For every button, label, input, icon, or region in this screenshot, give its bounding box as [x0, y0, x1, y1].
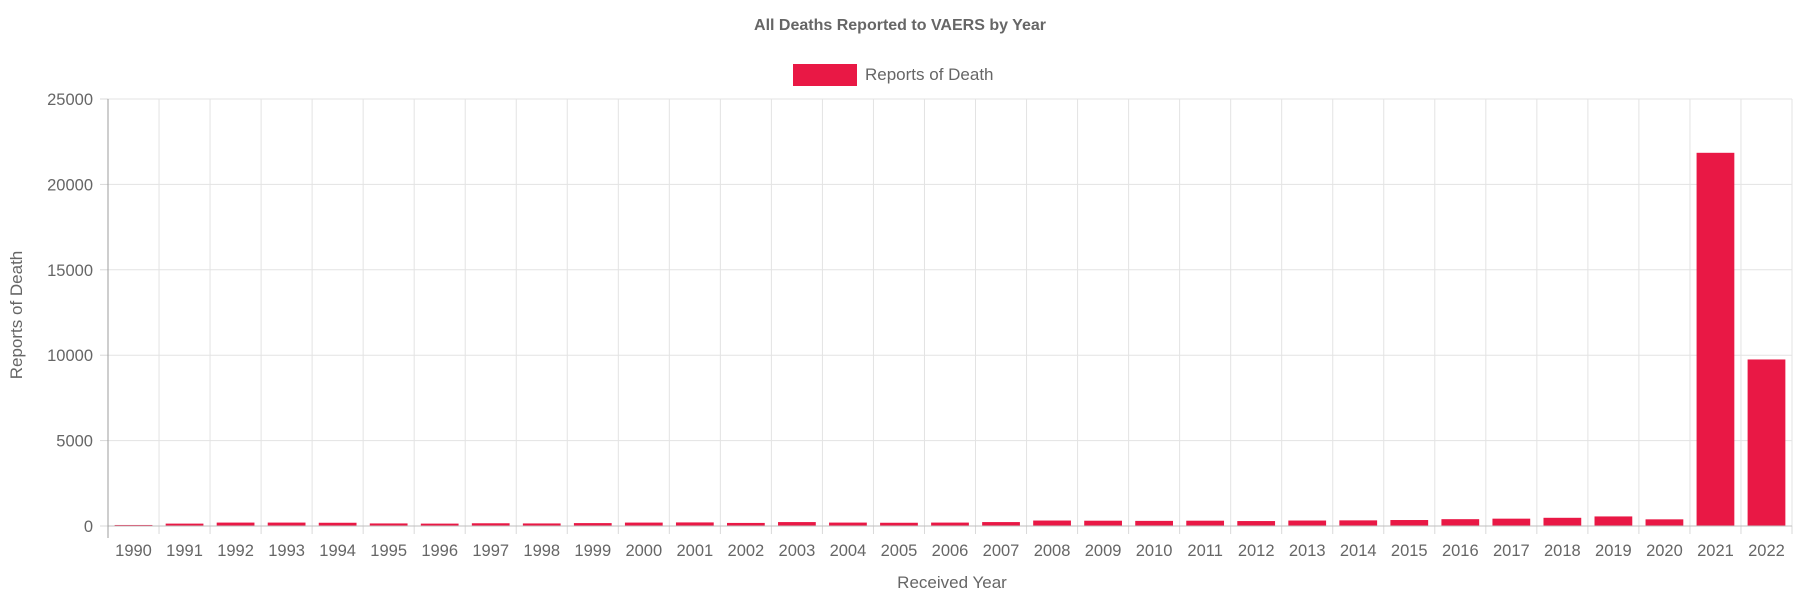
y-tick-label: 5000: [56, 433, 93, 451]
axes: [100, 98, 1793, 538]
x-tick-labels: 1990 1991 1992 1993 1994 1995 1996 1997 1998 1999…: [115, 542, 1785, 560]
x-tick-label-2010: 2010: [1136, 542, 1173, 560]
x-tick-label-2016: 2016: [1442, 542, 1479, 560]
bar-2009[interactable]: [1084, 520, 1122, 526]
bar-2019[interactable]: [1594, 516, 1633, 526]
x-tick-label-1995: 1995: [370, 542, 407, 560]
bar-2021[interactable]: [1696, 152, 1735, 526]
bar-1994[interactable]: [318, 522, 357, 526]
x-tick-label-1996: 1996: [421, 542, 458, 560]
bar-2015[interactable]: [1390, 520, 1429, 526]
chart-title: All Deaths Reported to VAERS by Year: [754, 17, 1046, 34]
x-tick-label-1990: 1990: [115, 542, 152, 560]
x-tick-label-2022: 2022: [1748, 542, 1785, 560]
x-tick-label-1997: 1997: [472, 542, 509, 560]
bar-2004[interactable]: [829, 522, 867, 526]
bar-1998[interactable]: [522, 523, 561, 526]
y-tick-label: 25000: [47, 91, 93, 109]
y-tick-label: 0: [84, 518, 93, 536]
bar-2005[interactable]: [880, 522, 918, 526]
bar-2012[interactable]: [1237, 521, 1276, 526]
bar-2008[interactable]: [1033, 520, 1071, 526]
bar-2007[interactable]: [982, 522, 1020, 526]
x-tick-label-2002: 2002: [728, 542, 765, 560]
bar-2017[interactable]: [1492, 518, 1531, 526]
x-tick-label-1992: 1992: [217, 542, 254, 560]
x-tick-label-2018: 2018: [1544, 542, 1581, 560]
x-tick-label-2017: 2017: [1493, 542, 1530, 560]
x-tick-label-2019: 2019: [1595, 542, 1632, 560]
bar-2013[interactable]: [1288, 520, 1327, 526]
x-tick-label-2008: 2008: [1034, 542, 1071, 560]
x-tick-label-2012: 2012: [1238, 542, 1275, 560]
x-tick-label-1998: 1998: [523, 542, 560, 560]
x-axis-title: Received Year: [897, 573, 1007, 592]
bar-1999[interactable]: [573, 523, 612, 526]
bar-1990[interactable]: [114, 524, 153, 526]
x-tick-label-2006: 2006: [932, 542, 969, 560]
x-tick-label-2004: 2004: [830, 542, 867, 560]
bar-2014[interactable]: [1339, 520, 1378, 526]
bar-2018[interactable]: [1543, 517, 1582, 526]
bar-2020[interactable]: [1645, 519, 1684, 526]
bars: [114, 152, 1786, 526]
x-tick-label-1994: 1994: [319, 542, 356, 560]
bar-2022[interactable]: [1747, 359, 1786, 526]
bar-1995[interactable]: [369, 523, 408, 526]
x-tick-label-1999: 1999: [574, 542, 611, 560]
x-tick-label-1993: 1993: [268, 542, 305, 560]
y-tick-label: 20000: [47, 176, 93, 194]
x-tick-label-2014: 2014: [1340, 542, 1377, 560]
bar-2001[interactable]: [675, 522, 714, 526]
x-tick-label-2000: 2000: [625, 542, 662, 560]
x-tick-label-2003: 2003: [779, 542, 816, 560]
x-tick-label-2013: 2013: [1289, 542, 1326, 560]
x-tick-label-2009: 2009: [1085, 542, 1122, 560]
y-tick-label: 10000: [47, 347, 93, 365]
bar-2000[interactable]: [624, 522, 663, 526]
bar-1997[interactable]: [471, 523, 510, 526]
x-tick-label-2001: 2001: [676, 542, 713, 560]
y-axis-title: Reports of Death: [7, 251, 26, 380]
x-tick-label-2011: 2011: [1187, 542, 1222, 560]
x-tick-label-1991: 1991: [166, 542, 203, 560]
bar-1992[interactable]: [216, 522, 255, 526]
bar-2016[interactable]: [1441, 519, 1480, 526]
x-tick-label-2005: 2005: [881, 542, 918, 560]
y-tick-label: 15000: [47, 262, 93, 280]
bar-2011[interactable]: [1186, 520, 1225, 526]
legend-swatch: [793, 64, 857, 86]
bar-1993[interactable]: [267, 522, 306, 526]
grid: [107, 98, 1793, 527]
bar-2003[interactable]: [778, 522, 816, 526]
x-tick-label-2020: 2020: [1646, 542, 1683, 560]
bar-2006[interactable]: [931, 522, 969, 526]
x-tick-label-2007: 2007: [983, 542, 1020, 560]
x-tick-label-2015: 2015: [1391, 542, 1428, 560]
y-tick-labels: 0 5000 10000 15000 20000 25000: [47, 91, 93, 536]
bar-1991[interactable]: [165, 523, 204, 526]
bar-2002[interactable]: [726, 522, 765, 526]
legend-label: Reports of Death: [865, 65, 994, 84]
bar-1996[interactable]: [420, 523, 459, 526]
bar-2010[interactable]: [1135, 520, 1174, 526]
x-tick-label-2021: 2021: [1697, 542, 1734, 560]
legend[interactable]: Reports of Death: [793, 64, 994, 86]
